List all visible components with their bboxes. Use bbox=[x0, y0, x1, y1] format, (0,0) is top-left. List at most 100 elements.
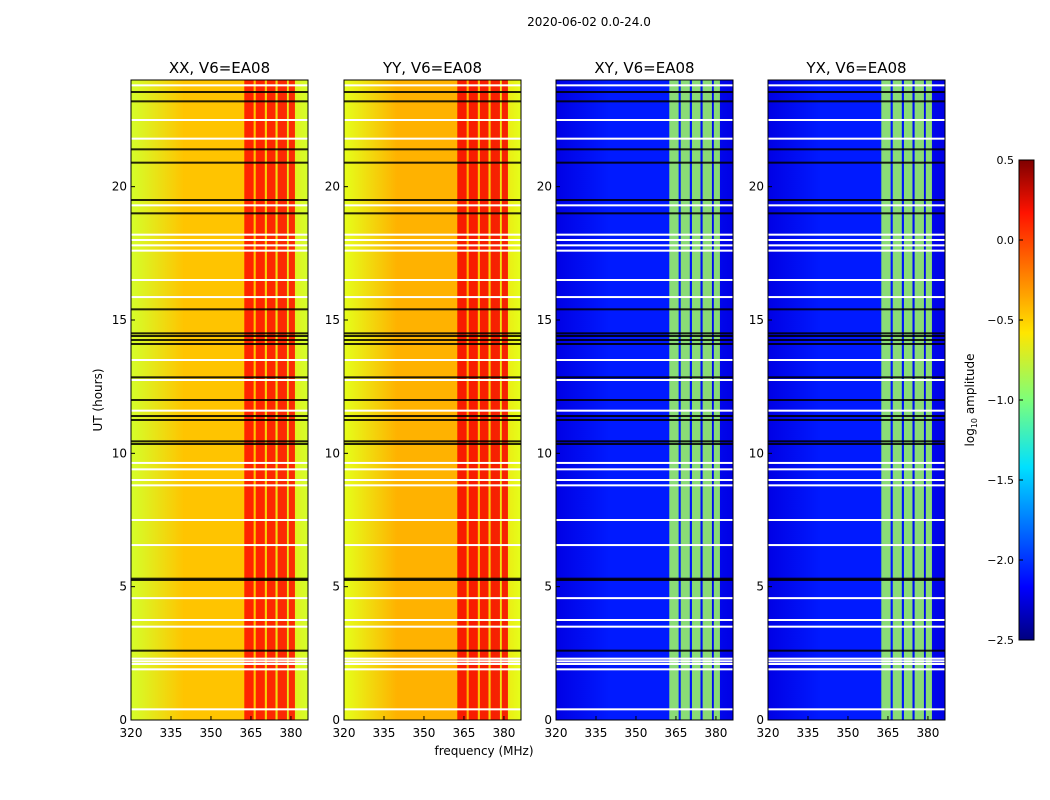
flagged-row bbox=[131, 657, 308, 660]
colorbar-tick-label: −1.5 bbox=[987, 474, 1014, 487]
panel-title: XX, V6=EA08 bbox=[169, 59, 270, 77]
y-tick-label: 0 bbox=[119, 713, 127, 727]
flagged-row bbox=[344, 544, 521, 547]
flagged-row bbox=[768, 233, 945, 236]
flagged-row bbox=[344, 619, 521, 621]
saturated-row bbox=[344, 100, 521, 103]
flagged-row bbox=[556, 233, 733, 236]
y-tick-label: 5 bbox=[544, 580, 552, 594]
y-tick-label: 0 bbox=[756, 713, 764, 727]
flagged-row bbox=[344, 359, 521, 361]
flagged-row bbox=[131, 461, 308, 464]
x-tick-label: 350 bbox=[200, 726, 223, 740]
panel-title: YY, V6=EA08 bbox=[382, 59, 482, 77]
flagged-row bbox=[344, 119, 521, 121]
saturated-row bbox=[344, 579, 521, 581]
saturated-row bbox=[344, 91, 521, 93]
saturated-row bbox=[131, 339, 308, 341]
saturated-row bbox=[131, 335, 308, 337]
saturated-row bbox=[768, 419, 945, 421]
saturated-row bbox=[556, 339, 733, 341]
flagged-row bbox=[556, 663, 733, 665]
saturated-row bbox=[344, 443, 521, 445]
flagged-row bbox=[556, 119, 733, 121]
flagged-row bbox=[768, 279, 945, 281]
flagged-row bbox=[768, 239, 945, 241]
saturated-row bbox=[344, 419, 521, 421]
saturated-row bbox=[556, 376, 733, 379]
flagged-row bbox=[556, 239, 733, 241]
flagged-row bbox=[344, 233, 521, 236]
saturated-row bbox=[768, 415, 945, 417]
x-tick-label: 350 bbox=[625, 726, 648, 740]
flagged-row bbox=[768, 619, 945, 621]
saturated-row bbox=[131, 399, 308, 401]
flagged-row bbox=[344, 484, 521, 487]
flagged-row bbox=[131, 479, 308, 481]
x-tick-label: 350 bbox=[413, 726, 436, 740]
y-tick-label: 10 bbox=[325, 446, 340, 460]
saturated-row bbox=[768, 332, 945, 335]
flagged-row bbox=[344, 84, 521, 87]
flagged-row bbox=[556, 519, 733, 521]
saturated-row bbox=[556, 100, 733, 103]
axes-frame bbox=[130, 79, 309, 721]
flagged-row bbox=[768, 663, 945, 665]
saturated-row bbox=[556, 148, 733, 151]
saturated-row bbox=[556, 419, 733, 421]
flagged-row bbox=[131, 484, 308, 487]
flagged-row bbox=[768, 204, 945, 207]
flagged-row bbox=[556, 479, 733, 481]
heatmap-panel: XX, V6=EA08 320 335 350 365 380 0 5 10 15 20 UT (ho… bbox=[91, 59, 309, 740]
y-tick-label: 15 bbox=[325, 313, 340, 327]
flagged-row bbox=[768, 660, 945, 663]
x-tick-label: 365 bbox=[877, 726, 900, 740]
saturated-row bbox=[556, 335, 733, 337]
flagged-row bbox=[768, 519, 945, 521]
flagged-row bbox=[768, 379, 945, 381]
flagged-row bbox=[131, 84, 308, 87]
flagged-row bbox=[131, 619, 308, 621]
flagged-row bbox=[344, 663, 521, 665]
flagged-row bbox=[556, 84, 733, 87]
colorbar-tick-label: 0.5 bbox=[997, 154, 1015, 167]
saturated-row bbox=[344, 343, 521, 345]
flagged-row bbox=[344, 279, 521, 281]
flagged-row bbox=[344, 625, 521, 628]
flagged-row bbox=[344, 597, 521, 600]
flagged-row bbox=[131, 119, 308, 121]
y-tick-label: 5 bbox=[756, 580, 764, 594]
flagged-row bbox=[131, 359, 308, 361]
flagged-row bbox=[768, 479, 945, 481]
saturated-row bbox=[344, 440, 521, 443]
flagged-row bbox=[131, 409, 308, 412]
flagged-row bbox=[768, 484, 945, 487]
flagged-row bbox=[556, 409, 733, 412]
saturated-row bbox=[768, 443, 945, 445]
saturated-row bbox=[556, 443, 733, 445]
x-tick-label: 365 bbox=[453, 726, 476, 740]
saturated-row bbox=[556, 343, 733, 345]
y-axis-label: UT (hours) bbox=[91, 368, 105, 431]
axes-frame bbox=[343, 79, 522, 721]
flagged-row bbox=[131, 519, 308, 521]
saturated-row bbox=[131, 161, 308, 164]
flagged-row bbox=[768, 597, 945, 600]
flagged-row bbox=[556, 461, 733, 464]
saturated-row bbox=[768, 335, 945, 337]
saturated-row bbox=[344, 649, 521, 652]
flagged-row bbox=[556, 379, 733, 381]
saturated-row bbox=[768, 212, 945, 215]
flagged-row bbox=[344, 519, 521, 521]
x-tick-label: 380 bbox=[916, 726, 939, 740]
flagged-row bbox=[344, 137, 521, 140]
flagged-row bbox=[131, 597, 308, 600]
saturated-row bbox=[131, 343, 308, 345]
flagged-row bbox=[344, 204, 521, 207]
flagged-row bbox=[556, 708, 733, 711]
flagged-row bbox=[768, 84, 945, 87]
x-tick-label: 365 bbox=[665, 726, 688, 740]
panel-title: YX, V6=EA08 bbox=[805, 59, 906, 77]
flagged-row bbox=[556, 660, 733, 663]
